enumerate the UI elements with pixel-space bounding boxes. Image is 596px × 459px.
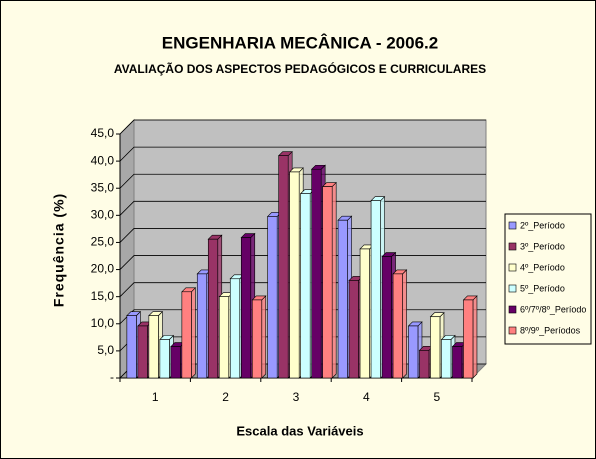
legend-swatch	[508, 305, 517, 314]
bar	[170, 346, 181, 379]
bar	[337, 219, 348, 379]
x-tick-label: 2	[222, 390, 229, 404]
y-tick-label: 35,0	[91, 180, 115, 194]
legend-label: 6º/7º/8º_Período	[520, 304, 586, 314]
bar	[392, 273, 403, 379]
legend-swatch	[508, 326, 517, 335]
bar-side	[472, 295, 478, 379]
y-tick-label: 25,0	[91, 235, 115, 249]
bar	[408, 325, 419, 379]
bar	[463, 299, 474, 379]
bar	[267, 216, 278, 379]
bar	[311, 168, 322, 379]
bar	[419, 350, 430, 379]
chart-subtitle: AVALIAÇÃO DOS ASPECTOS PEDAGÓGICOS E CUR…	[114, 61, 486, 76]
grid-line	[119, 200, 486, 216]
bar	[452, 346, 463, 379]
bar	[300, 193, 311, 379]
bar-side	[331, 181, 337, 379]
x-axis-label: Escala das Variáveis	[236, 423, 363, 438]
legend-swatch	[508, 284, 517, 293]
grid-line	[119, 228, 486, 243]
legend-label: 8º/9º_Períodos	[520, 325, 581, 335]
y-tick-label: 45,0	[91, 126, 115, 140]
bar	[137, 325, 148, 379]
bar	[441, 339, 452, 379]
chart-title: ENGENHARIA MECÂNICA - 2006.2	[162, 33, 438, 52]
bar	[196, 273, 208, 379]
bar	[322, 186, 333, 379]
y-tick-label: 30,0	[91, 208, 115, 222]
y-tick-label: 40,0	[91, 153, 115, 167]
bar-side	[191, 287, 196, 379]
bar	[278, 155, 289, 379]
grid-line	[119, 146, 486, 162]
bar	[229, 278, 241, 379]
y-tick-label: 20,0	[91, 262, 115, 276]
bar	[181, 291, 192, 379]
y-tick-label: 10,0	[91, 316, 115, 330]
legend-label: 3º_Período	[520, 241, 565, 251]
bar	[126, 315, 137, 379]
x-tick-label: 1	[152, 390, 159, 404]
x-tick-label: 4	[363, 390, 370, 404]
x-tick-label: 5	[433, 390, 440, 404]
y-tick-label: -	[110, 370, 114, 384]
bar	[289, 171, 300, 379]
bar	[207, 238, 219, 379]
bar	[148, 315, 159, 379]
y-tick-label: 15,0	[91, 289, 115, 303]
legend-swatch	[508, 242, 517, 251]
bar	[240, 237, 252, 379]
bar	[159, 339, 170, 379]
bar-side	[261, 295, 267, 379]
legend-box	[504, 213, 592, 345]
bar-side	[402, 269, 407, 379]
x-tick-label: 3	[293, 390, 300, 404]
grid-line	[119, 119, 486, 135]
bar	[348, 280, 359, 379]
legend-label: 5º_Período	[520, 283, 565, 293]
bar	[359, 248, 370, 379]
legend-swatch	[508, 263, 517, 272]
y-tick-label: 5,0	[97, 343, 114, 357]
bar	[381, 256, 392, 379]
legend-swatch	[508, 221, 517, 230]
legend-label: 4º_Período	[520, 262, 565, 272]
bar	[430, 316, 441, 379]
bar	[218, 296, 230, 379]
bar	[251, 299, 263, 379]
bar	[370, 200, 381, 379]
y-axis-label: Frequência (%)	[51, 193, 67, 307]
grid-line	[119, 173, 486, 189]
legend-label: 2º_Período	[520, 220, 565, 230]
